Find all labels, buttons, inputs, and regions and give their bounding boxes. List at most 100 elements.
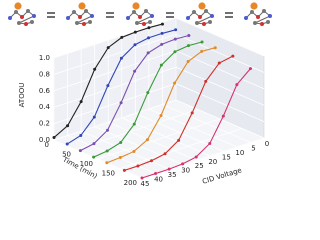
data-point — [145, 138, 149, 142]
data-point — [147, 26, 151, 30]
atom — [32, 14, 36, 18]
data-point — [217, 61, 221, 65]
z-tick-label: 100 — [80, 160, 93, 168]
data-point — [248, 67, 252, 71]
bond — [76, 15, 93, 24]
bond — [254, 15, 271, 24]
data-point — [106, 46, 110, 50]
data-point — [106, 84, 110, 88]
grid-line — [97, 118, 221, 160]
data-point — [221, 114, 225, 118]
bond — [196, 15, 213, 24]
atom — [186, 16, 190, 20]
data-point — [92, 155, 96, 159]
atom — [75, 21, 79, 25]
data-point — [132, 149, 136, 153]
data-point — [208, 141, 212, 145]
data-point — [133, 30, 137, 34]
z-tick-label: 0 — [45, 141, 49, 149]
data-point — [204, 79, 208, 83]
atom — [268, 14, 272, 18]
data-point — [140, 176, 144, 180]
data-point — [119, 56, 123, 60]
atom — [8, 16, 12, 20]
atom — [14, 2, 22, 10]
x-tick-label: 25 — [195, 162, 204, 170]
y-tick-label: 0.2 — [39, 120, 50, 128]
data-point — [106, 128, 110, 132]
atom — [20, 15, 24, 19]
data-point — [177, 138, 181, 142]
bond — [18, 15, 35, 24]
data-point — [194, 155, 198, 159]
y-tick-label: 0.6 — [39, 87, 51, 95]
data-point — [78, 149, 82, 153]
y-tick-label: 0.8 — [39, 70, 50, 78]
data-point — [133, 43, 137, 47]
data-point — [235, 83, 239, 87]
atom — [14, 10, 18, 14]
atom — [26, 9, 30, 13]
data-point — [93, 67, 97, 71]
x-tick-label: 10 — [235, 149, 244, 157]
x-tick-label: 15 — [222, 153, 231, 161]
atom — [135, 21, 139, 25]
data-point — [159, 63, 163, 67]
atom — [250, 10, 254, 14]
atom — [66, 16, 70, 20]
data-point — [147, 36, 151, 40]
z-tick-label: 150 — [102, 170, 115, 178]
data-point — [190, 111, 194, 115]
data-point — [200, 40, 204, 44]
atom — [260, 22, 264, 26]
atom — [17, 21, 21, 25]
atom — [132, 2, 140, 10]
atom — [253, 21, 257, 25]
atom — [266, 20, 270, 24]
atom — [148, 20, 152, 24]
y-tick-label: 0.4 — [39, 103, 51, 111]
atom — [90, 14, 94, 18]
atom — [78, 2, 86, 10]
data-point — [187, 33, 191, 37]
atom — [82, 22, 86, 26]
atom — [132, 10, 136, 14]
atom — [78, 15, 82, 19]
data-point — [213, 46, 217, 50]
data-point — [160, 22, 164, 26]
x-tick-label: 20 — [208, 158, 217, 166]
data-point — [173, 81, 177, 85]
y-tick-label: 1.0 — [39, 54, 50, 62]
data-point — [92, 142, 96, 146]
data-point — [119, 101, 123, 105]
x-tick-label: 5 — [251, 144, 255, 152]
data-point — [160, 31, 164, 35]
data-point — [174, 28, 178, 32]
x-tick-label: 35 — [168, 171, 177, 179]
grid-line — [75, 109, 199, 150]
atom — [144, 9, 148, 13]
atom — [262, 9, 266, 13]
data-point — [79, 134, 83, 138]
atom — [198, 15, 202, 19]
atom — [210, 14, 214, 18]
data-point — [163, 152, 167, 156]
atom — [195, 21, 199, 25]
data-point — [133, 69, 137, 73]
atom — [138, 15, 142, 19]
data-point — [119, 140, 123, 144]
atom — [142, 22, 146, 26]
data-point — [118, 156, 122, 160]
atom — [202, 22, 206, 26]
data-point — [167, 167, 171, 171]
atom — [126, 16, 130, 20]
atom — [192, 10, 196, 14]
data-point — [146, 91, 150, 95]
x-tick-label: 0 — [265, 140, 269, 148]
atom — [204, 9, 208, 13]
data-point — [160, 42, 164, 46]
atom — [150, 14, 154, 18]
data-point — [52, 136, 56, 140]
bond — [136, 15, 153, 24]
data-point — [92, 115, 96, 119]
